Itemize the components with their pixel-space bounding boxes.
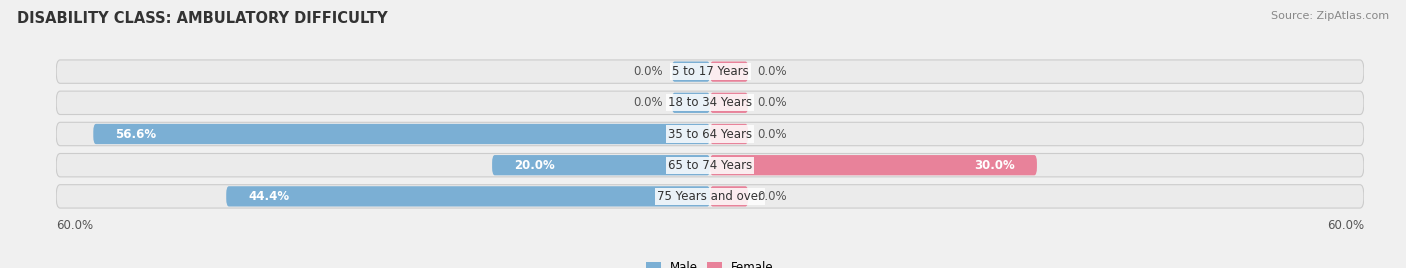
Text: 20.0%: 20.0% <box>515 159 554 172</box>
FancyBboxPatch shape <box>710 93 748 113</box>
Text: 18 to 34 Years: 18 to 34 Years <box>668 96 752 109</box>
Text: 0.0%: 0.0% <box>634 96 664 109</box>
FancyBboxPatch shape <box>672 93 710 113</box>
FancyBboxPatch shape <box>56 60 1364 83</box>
Text: 44.4%: 44.4% <box>247 190 290 203</box>
Text: 35 to 64 Years: 35 to 64 Years <box>668 128 752 140</box>
Text: DISABILITY CLASS: AMBULATORY DIFFICULTY: DISABILITY CLASS: AMBULATORY DIFFICULTY <box>17 11 388 26</box>
Text: 30.0%: 30.0% <box>974 159 1015 172</box>
Text: 0.0%: 0.0% <box>756 190 786 203</box>
Text: 56.6%: 56.6% <box>115 128 156 140</box>
Text: 0.0%: 0.0% <box>634 65 664 78</box>
Text: 5 to 17 Years: 5 to 17 Years <box>672 65 748 78</box>
Legend: Male, Female: Male, Female <box>641 256 779 268</box>
FancyBboxPatch shape <box>672 61 710 82</box>
FancyBboxPatch shape <box>56 91 1364 114</box>
FancyBboxPatch shape <box>93 124 710 144</box>
FancyBboxPatch shape <box>710 124 748 144</box>
Text: 0.0%: 0.0% <box>756 65 786 78</box>
FancyBboxPatch shape <box>226 186 710 207</box>
FancyBboxPatch shape <box>710 61 748 82</box>
FancyBboxPatch shape <box>492 155 710 175</box>
Text: 60.0%: 60.0% <box>1327 219 1364 232</box>
Text: 0.0%: 0.0% <box>756 128 786 140</box>
FancyBboxPatch shape <box>56 185 1364 208</box>
FancyBboxPatch shape <box>710 155 1038 175</box>
FancyBboxPatch shape <box>56 154 1364 177</box>
Text: 60.0%: 60.0% <box>56 219 93 232</box>
FancyBboxPatch shape <box>56 122 1364 146</box>
Text: 0.0%: 0.0% <box>756 96 786 109</box>
FancyBboxPatch shape <box>710 186 748 207</box>
Text: Source: ZipAtlas.com: Source: ZipAtlas.com <box>1271 11 1389 21</box>
Text: 65 to 74 Years: 65 to 74 Years <box>668 159 752 172</box>
Text: 75 Years and over: 75 Years and over <box>657 190 763 203</box>
